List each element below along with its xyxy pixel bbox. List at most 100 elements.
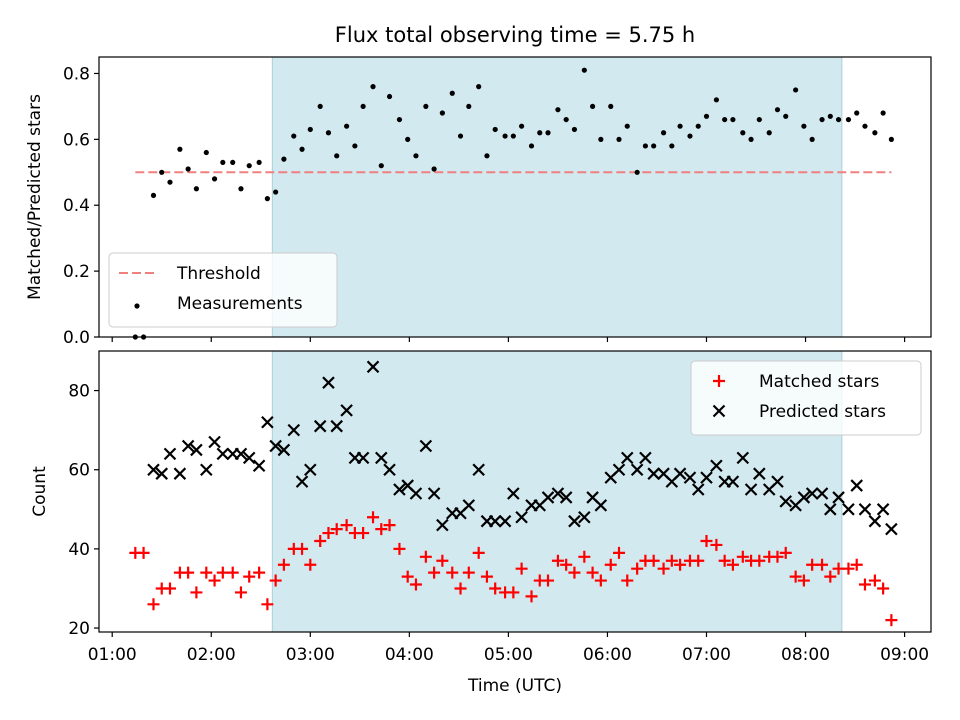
- y-axis-label: Count: [30, 466, 50, 517]
- predicted-star-point: [208, 435, 221, 449]
- predicted-star-point: [383, 463, 396, 477]
- measurement-point: [476, 84, 482, 90]
- matched-star-point: [330, 523, 343, 536]
- predicted-star-point: [630, 463, 644, 477]
- measurement-point: [177, 146, 183, 152]
- x-tick-label: 03:00: [286, 645, 335, 665]
- matched-star-point: [208, 574, 221, 587]
- matched-star-point: [182, 566, 195, 579]
- y-tick-label: 80: [68, 382, 90, 402]
- measurement-point: [651, 143, 657, 149]
- matched-star-point: [515, 562, 528, 575]
- measurement-point: [854, 110, 860, 116]
- matched-star-point: [261, 598, 274, 611]
- matched-star-point: [816, 558, 829, 571]
- matched-star-point: [674, 558, 687, 571]
- matched-star-point: [604, 558, 617, 571]
- predicted-star-point: [287, 423, 301, 437]
- measurement-point: [722, 116, 728, 123]
- y-tick-label: 0.6: [63, 130, 90, 150]
- y-tick-label: 0.2: [63, 262, 90, 282]
- measurement-point: [660, 130, 667, 136]
- predicted-star-point: [541, 491, 555, 504]
- measurement-point: [484, 153, 490, 159]
- measurement-point: [502, 133, 508, 139]
- predicted-star-point: [700, 471, 713, 484]
- measurement-point: [193, 186, 199, 192]
- matched-star-point: [419, 550, 432, 563]
- matched-star-point: [657, 562, 670, 575]
- matched-star-point: [779, 546, 792, 559]
- legend: Matched stars Predicted stars: [690, 360, 922, 436]
- matched-star-point: [850, 558, 863, 571]
- x-axis-label: Time (UTC): [467, 676, 562, 696]
- legend-box: [108, 252, 338, 328]
- measurement-point: [766, 130, 772, 136]
- matched-star-point: [710, 538, 723, 551]
- measurement-point: [352, 143, 358, 149]
- legend-label: Measurements: [177, 294, 303, 314]
- measurement-point: [783, 113, 789, 119]
- matched-star-point: [454, 582, 467, 595]
- measurement-point: [827, 113, 833, 119]
- measurement-point: [256, 159, 262, 166]
- matched-star-point: [594, 574, 607, 587]
- measurement-point: [695, 123, 701, 129]
- measurement-point: [642, 143, 649, 149]
- measurement-point: [756, 116, 762, 123]
- predicted-star-point: [330, 419, 343, 433]
- axes-frame: [98, 350, 932, 633]
- matched-star-point: [428, 566, 441, 579]
- matched-star-point: [824, 570, 837, 583]
- measurement-point: [378, 163, 384, 169]
- measurement-point: [466, 103, 472, 110]
- matched-star-point: [472, 546, 485, 559]
- matched-star-point: [322, 527, 335, 540]
- matched-star-point: [700, 534, 713, 547]
- predicted-star-point: [313, 419, 327, 433]
- measurement-point: [608, 103, 614, 110]
- matched-star-point: [647, 554, 660, 567]
- predicted-star-point: [797, 491, 811, 504]
- predicted-star-point: [147, 463, 160, 477]
- predicted-star-point: [673, 467, 687, 480]
- predicted-star-point: [736, 451, 750, 465]
- matched-star-point: [367, 511, 380, 524]
- measurement-point: [510, 133, 516, 139]
- measurement-point: [793, 87, 799, 93]
- predicted-star-point: [295, 475, 309, 488]
- predicted-star-point: [683, 471, 697, 484]
- predicted-star-point: [868, 514, 882, 528]
- predicted-star-point: [858, 503, 872, 516]
- predicted-star-point: [277, 443, 291, 457]
- predicted-star-point: [815, 487, 829, 500]
- predicted-star-point: [753, 467, 766, 480]
- measurement-point: [317, 103, 323, 110]
- matched-star-point: [868, 574, 881, 587]
- matched-star-point: [858, 578, 871, 591]
- matched-star-point: [357, 527, 370, 540]
- y-tick-label: 0.4: [63, 196, 90, 216]
- matched-star-point: [137, 546, 150, 559]
- matched-star-point: [340, 519, 353, 532]
- measurement-point: [519, 123, 525, 129]
- axes-frame: [98, 56, 932, 338]
- matched-star-point: [718, 554, 731, 567]
- matched-star-point: [525, 590, 538, 603]
- x-tick-label: 01:00: [88, 645, 137, 665]
- predicted-star-point: [578, 510, 591, 524]
- predicted-star-point: [462, 499, 476, 512]
- matched-star-point: [613, 546, 625, 559]
- matched-star-point: [560, 558, 573, 571]
- measurement-point: [730, 116, 736, 123]
- matched-star-point: [243, 570, 256, 583]
- x-tick-label: 08:00: [781, 645, 830, 665]
- predicted-star-point: [269, 439, 282, 453]
- measurement-point: [571, 126, 578, 133]
- x-tick-label: 02:00: [187, 645, 236, 665]
- predicted-star-point: [242, 451, 256, 465]
- legend-box: [690, 360, 922, 436]
- matched-star-point: [234, 586, 247, 599]
- measurement-point: [845, 116, 852, 123]
- count-panel: 20 40 60 80 01:00 02:00 03:00 04:00 05:00 06:00 07…: [30, 350, 932, 665]
